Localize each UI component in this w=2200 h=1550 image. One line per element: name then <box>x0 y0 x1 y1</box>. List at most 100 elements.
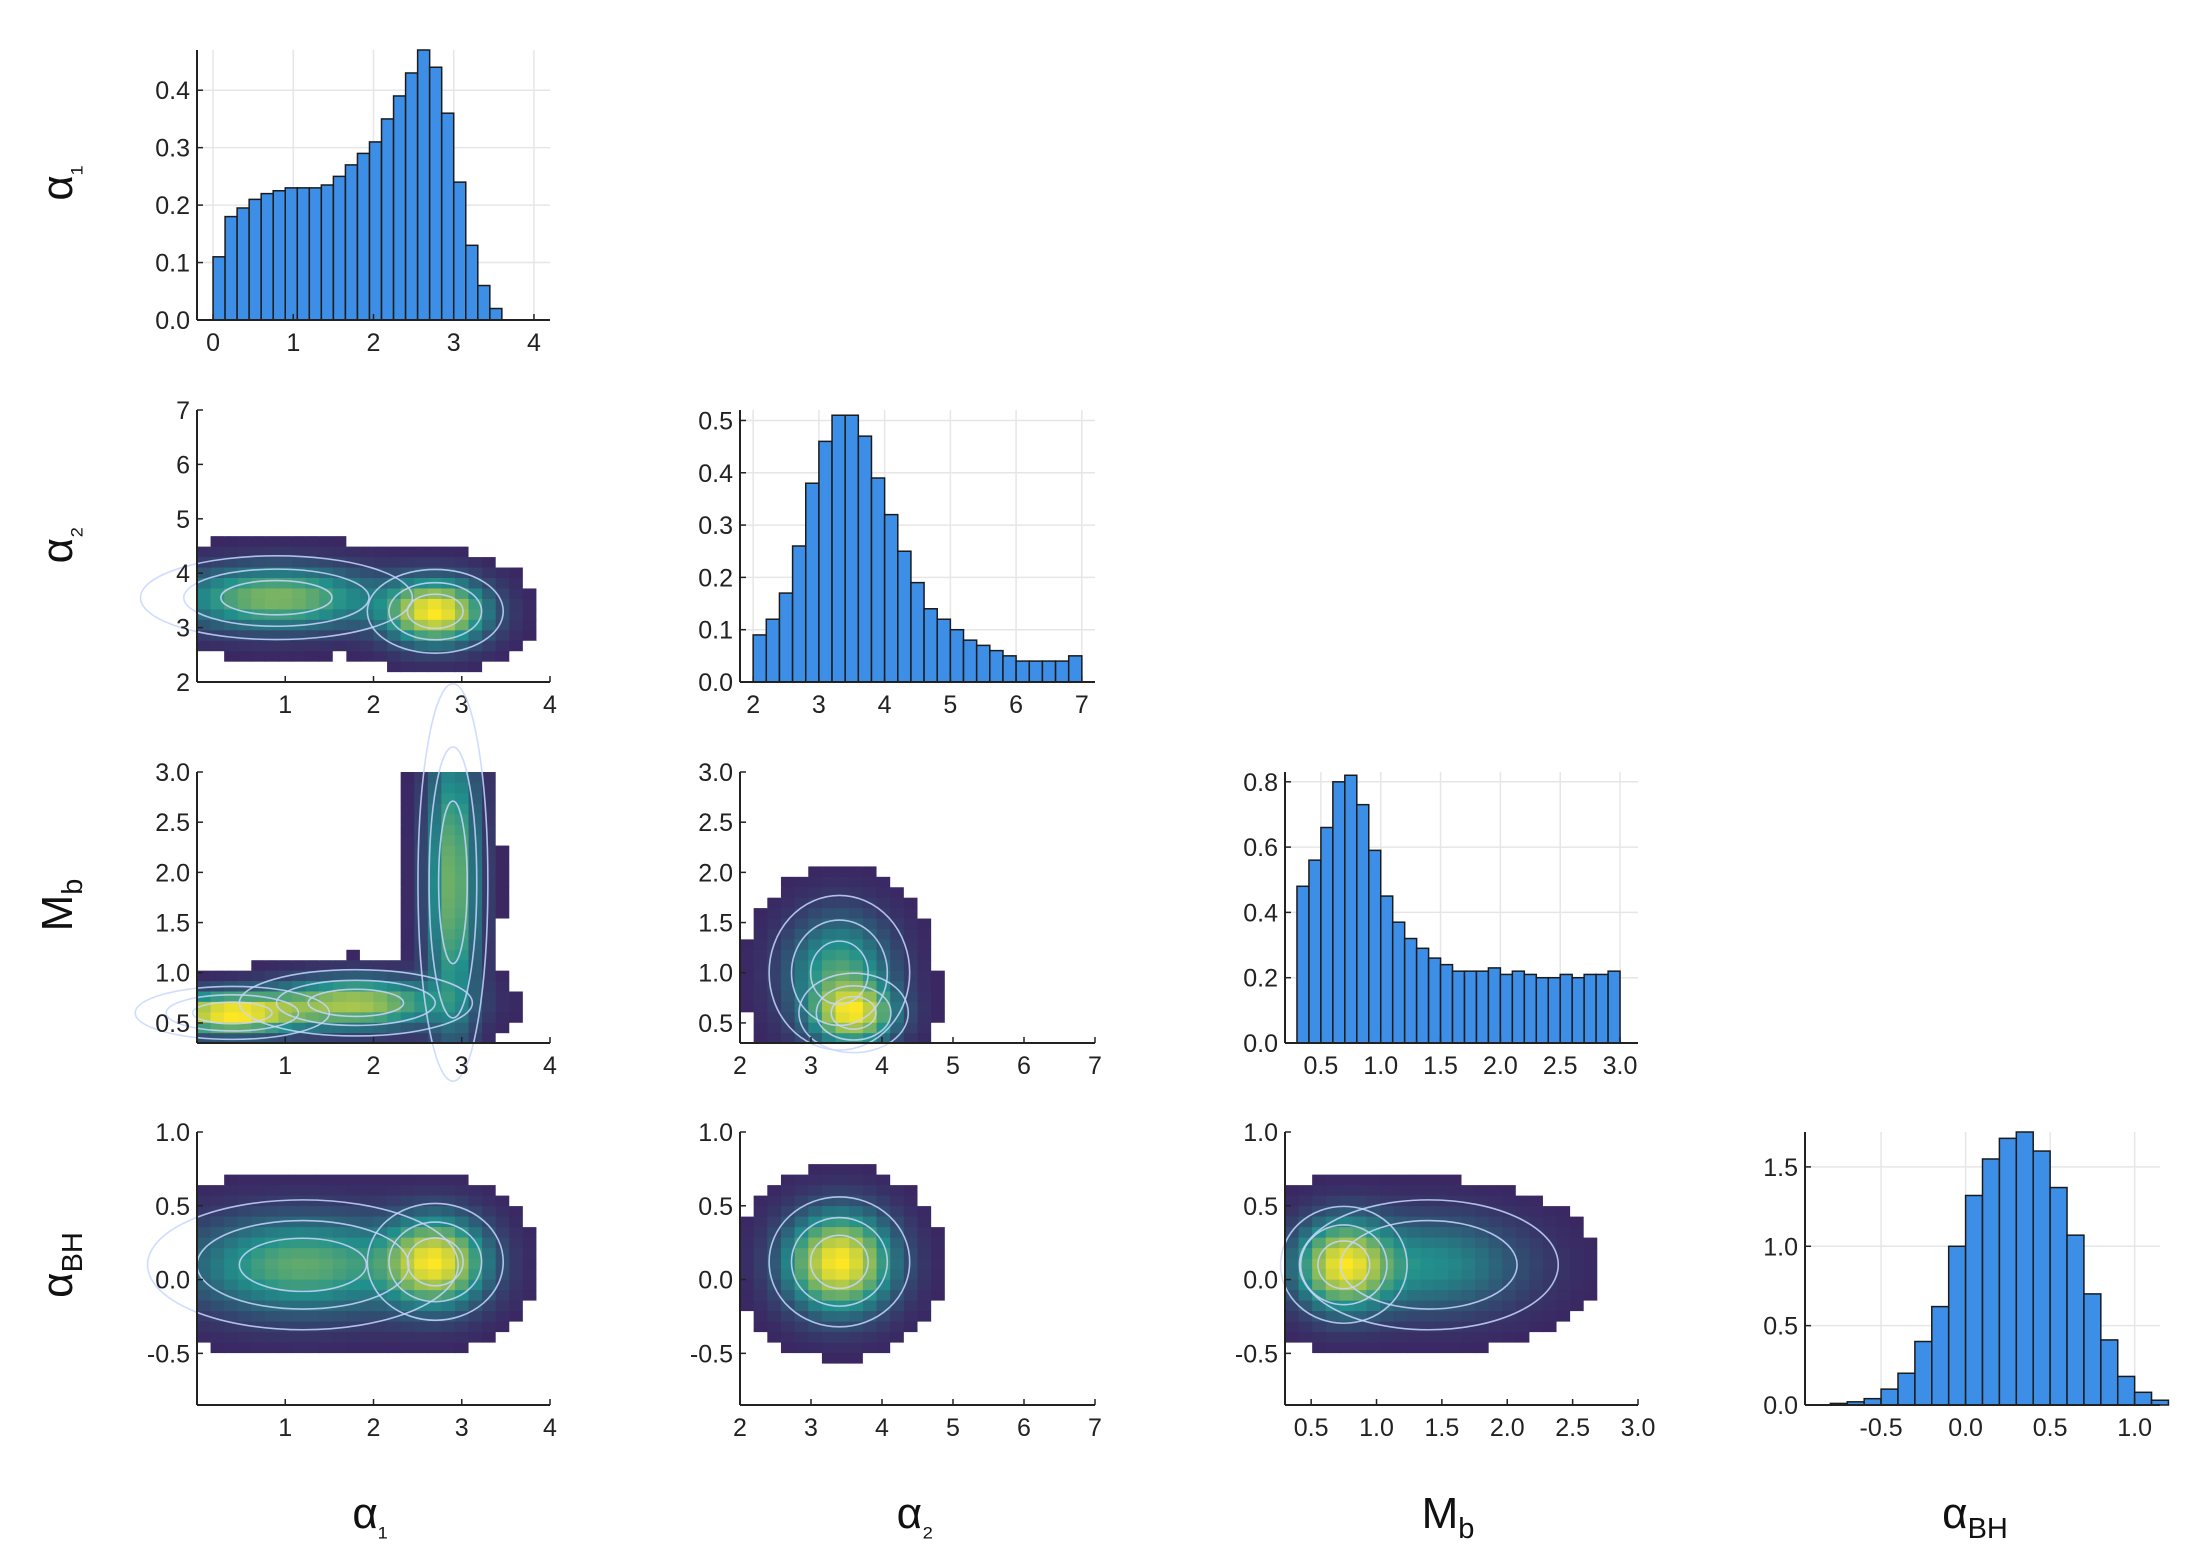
hm-mb-a1-cell-7-11 <box>346 959 361 971</box>
hm-a2-a1-cell-17-16 <box>414 493 429 505</box>
hist-a2-ytick-label-5: 0.5 <box>698 407 733 435</box>
hm-abh-mb-cell-20-8 <box>1393 1184 1408 1196</box>
hm-abh-a1-cell-15-9 <box>319 1237 334 1249</box>
hm-mb-a1-cell-19-23 <box>509 834 524 846</box>
hist-abh-bar-7 <box>1931 1305 1950 1406</box>
hm-a2-a1-cell-7-19 <box>454 598 470 610</box>
hm-abh-mb-cell-7-11 <box>1434 1321 1449 1333</box>
hm-abh-mb-cell-18-7 <box>1380 1205 1395 1217</box>
hm-mb-a1-cell-14-4 <box>251 886 266 898</box>
hm-abh-mb-cell-20-1 <box>1298 1184 1313 1196</box>
hm-a2-a1-cell-8-20 <box>468 587 483 599</box>
hm-abh-a1-cell-5-7 <box>292 1342 307 1354</box>
hm-a2-a1-cell-10-25 <box>536 566 551 578</box>
hm-mb-a1-cell-18-8 <box>305 844 320 856</box>
hm-abh-mb-cell-17-15 <box>1488 1216 1503 1228</box>
hm-mb-a2-cell-7-19 <box>999 959 1014 971</box>
hm-abh-mb-cell-4-11 <box>1434 1352 1449 1364</box>
hm-mb-a1-cell-24-10 <box>332 782 347 794</box>
hm-abh-a2-cell-15-9 <box>862 1237 878 1249</box>
hm-abh-mb-cell-21-18 <box>1529 1174 1544 1186</box>
hm-mb-a1-cell-3-4 <box>251 1001 266 1013</box>
hm-abh-a1-cell-12-8 <box>305 1268 320 1280</box>
hm-a2-a1-cell-2-23 <box>509 650 524 662</box>
hm-mb-a1-cell-25-12 <box>359 772 375 784</box>
hm-a2-a1-cell-12-7 <box>292 546 307 558</box>
hm-abh-a1-cell-18-24 <box>522 1205 538 1217</box>
hist-a1-bar-21 <box>465 244 479 321</box>
hm-a2-a1-cell-25-2 <box>224 410 239 422</box>
hm-abh-a1-cell-8-2 <box>224 1310 239 1322</box>
hm-mb-a2-cell-21-14 <box>931 813 946 825</box>
hm-abh-mb-cell-23-24 <box>1610 1153 1626 1165</box>
hm-mb-a2-cell-8-24 <box>1067 949 1082 961</box>
hm-abh-a1-cell-18-10 <box>332 1205 347 1217</box>
hm-abh-a2-ytick-label-1: 0.0 <box>698 1267 733 1295</box>
hm-abh-a1-cell-8-6 <box>278 1310 293 1322</box>
hm-abh-mb-cell-25-7 <box>1380 1132 1395 1144</box>
hm-mb-a1-cell-23-20 <box>468 792 483 804</box>
hm-abh-a1-cell-7-14 <box>387 1321 402 1333</box>
hm-abh-a1-cell-5-1 <box>210 1342 225 1354</box>
hm-mb-a1-cell-5-11 <box>346 980 361 992</box>
hm-abh-a2-cell-9-22 <box>1040 1300 1055 1312</box>
hm-mb-a2-cell-6-17 <box>972 970 987 982</box>
hm-abh-mb-cell-18-23 <box>1597 1205 1612 1217</box>
hm-abh-a2-cell-1-5 <box>808 1384 823 1396</box>
hm-abh-a1-cell-4-17 <box>427 1352 442 1364</box>
hm-abh-mb-cell-25-5 <box>1352 1132 1368 1144</box>
hm-abh-a2-cell-22-6 <box>821 1163 837 1175</box>
hm-abh-mb-cell-16-1 <box>1298 1226 1313 1238</box>
hm-abh-a1-cell-20-10 <box>332 1184 347 1196</box>
hm-abh-mb-cell-4-3 <box>1325 1352 1340 1364</box>
hm-abh-a1-cell-11-1 <box>210 1279 225 1291</box>
hm-abh-a1-cell-1-17 <box>427 1384 442 1396</box>
hm-mb-a1-cell-13-25 <box>536 897 551 909</box>
hm-abh-mb-cell-6-15 <box>1488 1331 1503 1343</box>
hm-a2-a1-cell-2-13 <box>373 650 388 662</box>
hm-a2-a1-cell-0-20 <box>468 671 483 683</box>
hm-mb-a2-cell-10-6 <box>821 928 837 940</box>
hm-a2-a1-cell-14-9 <box>319 525 334 537</box>
hm-mb-a1-cell-19-15 <box>400 834 415 846</box>
hm-mb-a1-cell-19-22 <box>495 834 510 846</box>
hm-abh-a2-cell-13-14 <box>931 1258 946 1270</box>
hm-abh-mb-cell-20-3 <box>1325 1184 1340 1196</box>
hm-mb-a2-cell-25-25 <box>1081 772 1096 784</box>
hm-abh-a2-ytick-label-3: 1.0 <box>698 1119 733 1147</box>
hm-abh-a1-cell-12-15 <box>400 1268 415 1280</box>
hm-mb-a1-cell-17-20 <box>468 855 483 867</box>
hm-a2-a1-cell-3-5 <box>264 640 280 652</box>
hm-abh-mb-cell-18-1 <box>1298 1205 1313 1217</box>
hm-abh-a2-cell-11-10 <box>876 1279 891 1291</box>
hm-abh-a1-cell-0-20 <box>468 1394 483 1406</box>
hm-abh-a1-cell-3-15 <box>400 1363 415 1375</box>
hm-abh-a1-cell-4-4 <box>251 1352 266 1364</box>
hm-abh-a1-cell-10-1 <box>210 1289 225 1301</box>
hist-mb-bar-4 <box>1344 774 1358 1044</box>
hm-mb-a1-cell-24-5 <box>264 782 280 794</box>
hm-abh-mb-contour-0-0 <box>1279 1205 1408 1325</box>
hm-a2-a1-cell-17-4 <box>251 493 266 505</box>
hm-mb-a2-cell-24-16 <box>958 782 973 794</box>
hm-a2-a1-cell-23-15 <box>400 430 415 442</box>
hm-mb-a2-cell-3-9 <box>862 1001 878 1013</box>
hm-abh-mb-cell-14-11 <box>1434 1247 1449 1259</box>
hm-mb-a2-cell-1-2 <box>767 1022 782 1034</box>
hm-mb-a1: 1 2 3 40.51.01.52.02.53.0 <box>134 682 557 1082</box>
hm-a2-a1-cell-0-18 <box>441 671 456 683</box>
hm-abh-a2-cell-20-25 <box>1081 1184 1096 1196</box>
hm-a2-a1-cell-15-13 <box>373 514 388 526</box>
hm-abh-a1-cell-22-1 <box>210 1163 225 1175</box>
hm-abh-a1-cell-3-1 <box>210 1363 225 1375</box>
hm-abh-mb-cell-18-9 <box>1407 1205 1422 1217</box>
hm-abh-a1-cell-4-11 <box>346 1352 361 1364</box>
hm-mb-a1-cell-2-25 <box>536 1011 551 1023</box>
hm-mb-a1-cell-14-10 <box>332 886 347 898</box>
hm-mb-a1-cell-23-25 <box>536 792 551 804</box>
hm-a2-a1-cell-19-16 <box>414 472 429 484</box>
hm-abh-a2-cell-14-3 <box>780 1247 796 1259</box>
hm-abh-a2-cell-25-24 <box>1067 1132 1082 1144</box>
hm-abh-a2-cell-20-11 <box>890 1184 905 1196</box>
hm-abh-a1-cell-19-16 <box>414 1195 429 1207</box>
